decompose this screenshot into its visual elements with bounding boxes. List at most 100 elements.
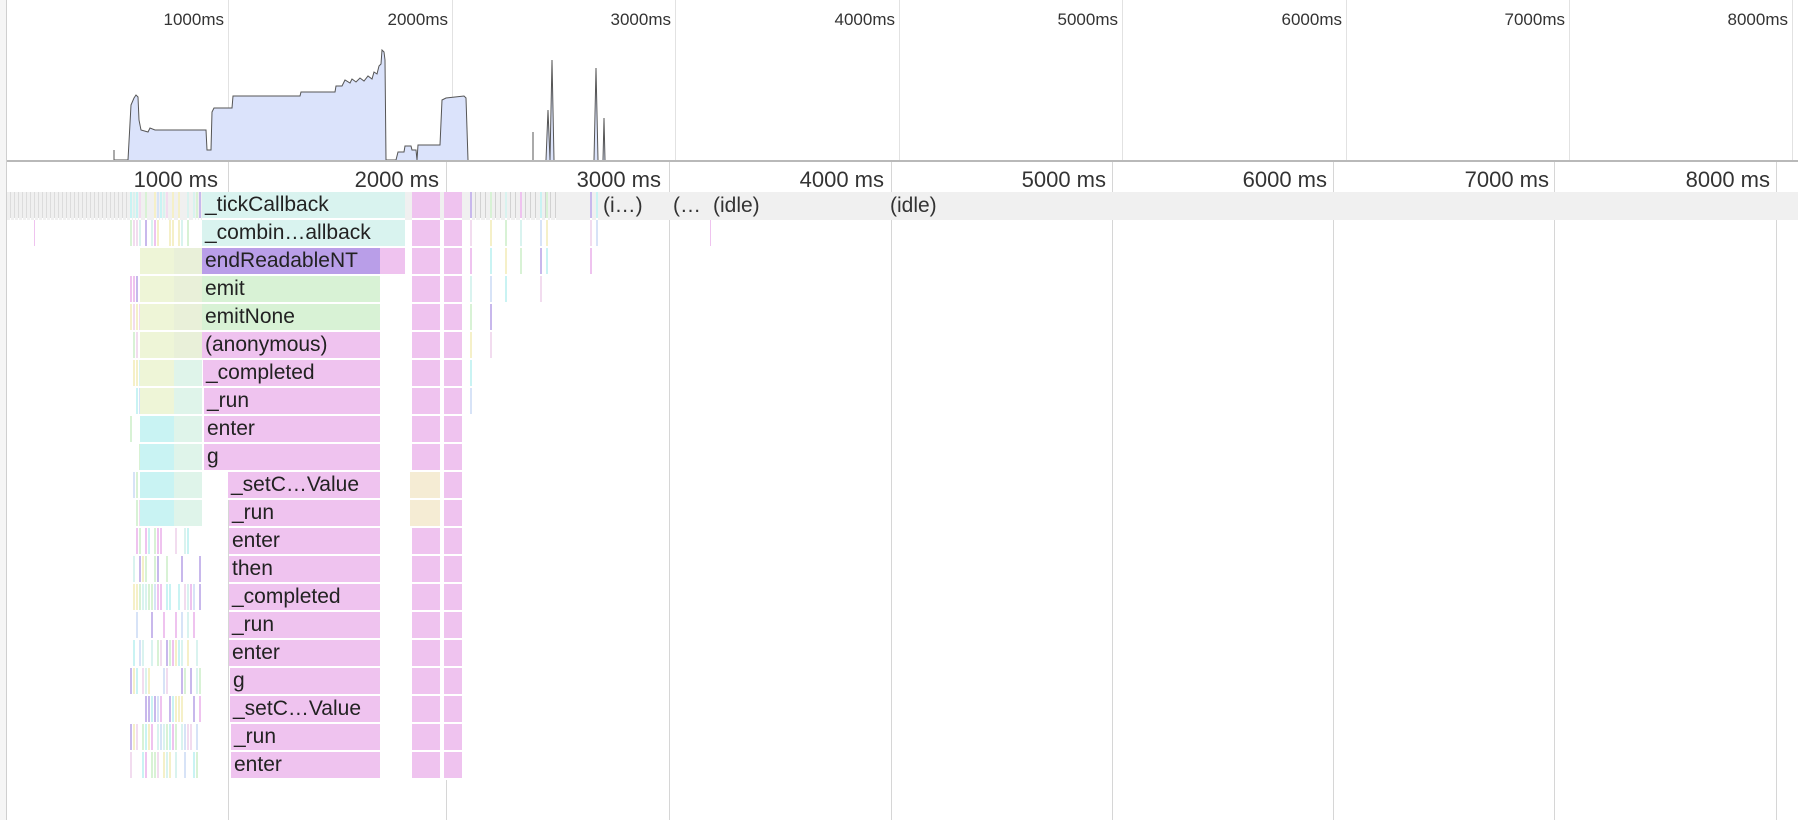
flame-frame[interactable]: _completed — [229, 584, 380, 612]
call-sliver — [166, 752, 168, 780]
call-sliver — [596, 192, 598, 220]
flame-frame[interactable]: (anonymous) — [202, 332, 380, 360]
flame-frame[interactable]: _combin…allback — [202, 220, 405, 248]
call-sliver — [145, 668, 147, 696]
overview-tick-label: 5000ms — [1057, 10, 1118, 29]
flame-frame[interactable]: _run — [231, 724, 380, 752]
call-sliver — [193, 612, 195, 640]
call-sliver — [169, 752, 171, 780]
flame-frame[interactable]: _completed — [203, 360, 380, 388]
cpu-activity-graph — [113, 48, 606, 161]
call-sliver — [444, 612, 462, 640]
call-sliver — [515, 192, 516, 220]
call-sliver — [412, 556, 440, 584]
overview-gridline — [228, 0, 229, 160]
call-sliver — [34, 192, 35, 220]
call-sliver — [140, 500, 174, 528]
call-sliver — [412, 584, 440, 612]
flame-frame[interactable]: _tickCallback — [202, 192, 405, 220]
call-sliver — [154, 220, 156, 248]
call-sliver — [444, 360, 462, 388]
call-sliver — [412, 416, 440, 444]
call-sliver — [412, 696, 440, 724]
call-sliver — [412, 444, 440, 472]
call-sliver — [444, 640, 462, 668]
call-sliver — [175, 696, 177, 724]
call-sliver — [142, 584, 144, 612]
call-sliver — [139, 220, 141, 248]
call-sliver — [184, 752, 186, 780]
call-sliver — [181, 696, 183, 724]
call-sliver — [151, 640, 153, 668]
call-sliver — [151, 612, 153, 640]
call-sliver — [148, 696, 150, 724]
flame-frame[interactable]: _setC…Value — [230, 696, 380, 724]
flame-frame[interactable]: g — [230, 668, 380, 696]
call-sliver — [520, 220, 522, 248]
flame-tick-label: 4000 ms — [799, 167, 884, 192]
call-sliver — [26, 192, 27, 220]
call-sliver — [199, 584, 201, 612]
call-sliver — [74, 192, 75, 220]
call-sliver — [163, 752, 165, 780]
call-sliver — [169, 584, 171, 612]
call-sliver — [174, 472, 202, 500]
flame-frame[interactable]: _run — [229, 500, 380, 528]
flame-frame[interactable]: g — [204, 444, 380, 472]
timeline-overview[interactable]: 1000ms 2000ms 3000ms 4000ms 5000ms 6000m… — [0, 0, 1798, 162]
flame-chart[interactable]: 1000 ms 2000 ms 3000 ms 4000 ms 5000 ms … — [0, 162, 1798, 820]
call-sliver — [160, 584, 162, 612]
call-sliver — [174, 304, 202, 332]
call-sliver — [444, 668, 462, 696]
flame-frame[interactable]: _setC…Value — [228, 472, 380, 500]
call-sliver — [470, 332, 472, 360]
flame-frame[interactable]: enter — [204, 416, 380, 444]
call-sliver — [169, 640, 171, 668]
call-sliver — [196, 668, 198, 696]
overview-tick-label: 7000ms — [1504, 10, 1565, 29]
flame-frame[interactable]: enter — [229, 640, 380, 668]
call-sliver — [154, 696, 156, 724]
call-sliver — [169, 220, 171, 248]
call-sliver — [505, 192, 507, 220]
call-sliver — [136, 584, 138, 612]
flame-gridline — [669, 162, 670, 820]
call-sliver — [175, 528, 177, 556]
flame-tick-label: 7000 ms — [1464, 167, 1549, 192]
call-sliver — [181, 556, 183, 584]
call-sliver — [140, 444, 174, 472]
flame-frame[interactable]: endReadableNT — [202, 248, 380, 276]
call-sliver — [550, 192, 551, 220]
flame-frame[interactable]: enter — [231, 752, 380, 780]
call-sliver — [172, 220, 174, 248]
flame-frame[interactable]: _run — [229, 612, 380, 640]
call-sliver — [525, 192, 526, 220]
flame-frame[interactable]: _run — [204, 388, 380, 416]
call-sliver — [193, 696, 195, 724]
cpu-spike — [545, 109, 551, 161]
flame-frame[interactable]: emitNone — [202, 304, 380, 332]
call-sliver — [18, 192, 19, 220]
call-sliver — [495, 192, 496, 220]
call-sliver — [178, 696, 180, 724]
call-sliver — [46, 192, 47, 220]
call-sliver — [485, 192, 486, 220]
call-sliver — [114, 192, 115, 220]
call-sliver — [590, 192, 592, 220]
call-sliver — [130, 668, 132, 696]
call-sliver — [148, 584, 150, 612]
call-sliver — [34, 220, 35, 248]
call-sliver — [136, 724, 138, 752]
call-sliver — [166, 724, 168, 752]
idle-label: (i…) — [603, 194, 643, 217]
call-sliver — [145, 724, 147, 752]
call-sliver — [163, 612, 165, 640]
call-sliver — [140, 276, 174, 304]
call-sliver — [151, 724, 153, 752]
call-sliver — [94, 192, 95, 220]
call-sliver — [140, 416, 174, 444]
flame-frame[interactable]: enter — [229, 528, 380, 556]
flame-frame[interactable]: then — [229, 556, 380, 584]
call-sliver — [184, 724, 186, 752]
flame-frame[interactable]: emit — [202, 276, 380, 304]
